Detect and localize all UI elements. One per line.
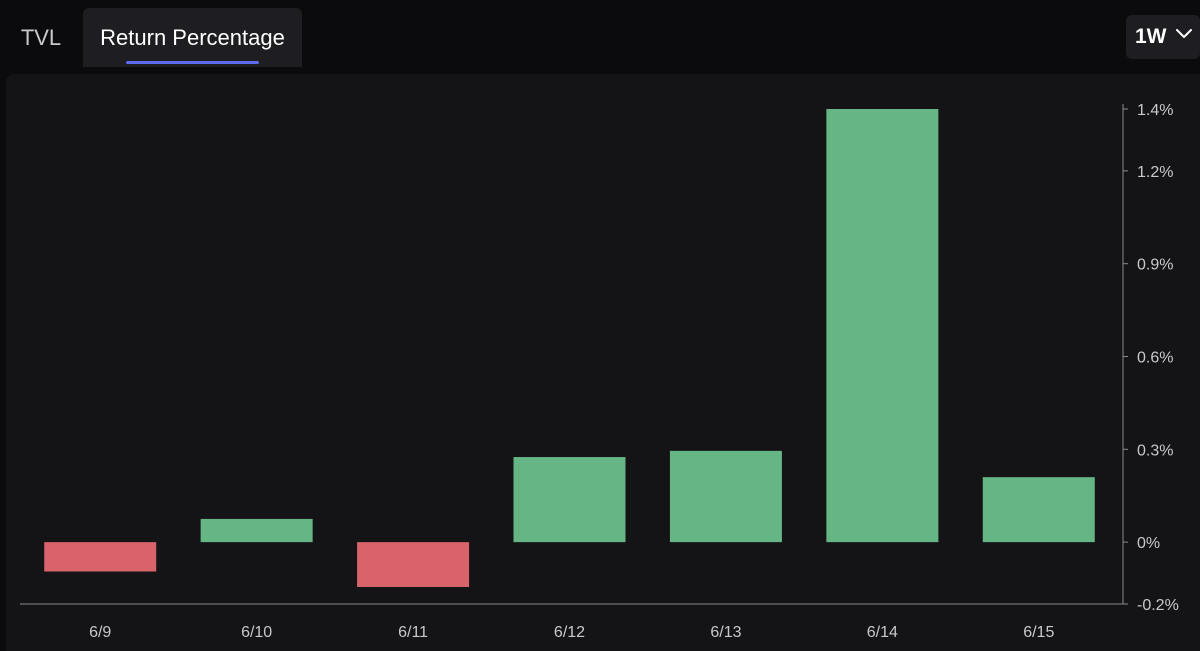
x-tick-label: 6/14 (867, 624, 898, 641)
y-tick-label: 0% (1137, 535, 1160, 552)
y-tick-label: 1.2% (1137, 164, 1173, 181)
x-tick-label: 6/11 (398, 624, 428, 641)
bar-6-14[interactable] (826, 109, 939, 543)
return-percentage-bar-chart: 1.4% 1.2% 0.9% 0.6% 0.3% 0% -0.2% 6/9 6/10 6/11 6/… (20, 102, 1179, 641)
tab-return-percentage[interactable]: Return Percentage (83, 8, 302, 67)
chart-panel: 1.4% 1.2% 0.9% 0.6% 0.3% 0% -0.2% 6/9 6/10 6/11 6/… (6, 74, 1200, 651)
bar-6-12[interactable] (513, 457, 626, 543)
bar-6-11[interactable] (357, 542, 470, 587)
x-tick-label: 6/12 (554, 624, 585, 641)
y-tick-label: -0.2% (1137, 597, 1179, 614)
chevron-down-icon (1176, 29, 1192, 38)
x-tick-label: 6/13 (710, 624, 741, 641)
tab-bar: TVL Return Percentage (0, 0, 1200, 67)
period-select[interactable]: 1W (1126, 15, 1200, 59)
bar-6-9[interactable] (44, 542, 157, 572)
x-tick-label: 6/9 (89, 624, 111, 641)
y-tick-label: 0.6% (1137, 350, 1173, 367)
y-tick-label: 0.9% (1137, 257, 1173, 274)
bar-6-15[interactable] (982, 477, 1095, 543)
tab-tvl[interactable]: TVL (0, 8, 82, 67)
bar-6-13[interactable] (669, 450, 782, 543)
tab-return-percentage-label: Return Percentage (100, 24, 285, 50)
tab-tvl-label: TVL (20, 24, 62, 50)
x-tick-label: 6/10 (241, 624, 272, 641)
y-tick-label: 1.4% (1137, 102, 1173, 119)
bar-6-10[interactable] (200, 518, 313, 543)
active-tab-indicator (126, 61, 259, 64)
y-tick-label: 0.3% (1137, 442, 1173, 459)
x-tick-label: 6/15 (1023, 624, 1054, 641)
period-select-value: 1W (1135, 25, 1167, 48)
